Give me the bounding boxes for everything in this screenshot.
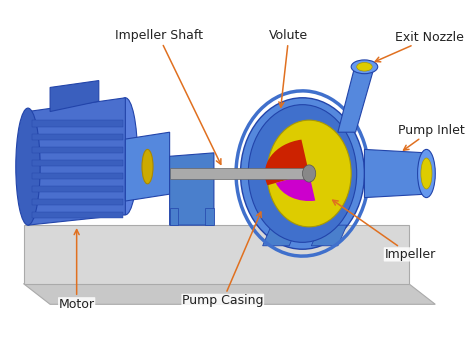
Polygon shape [32,186,123,192]
Text: Pump Casing: Pump Casing [182,212,264,307]
Polygon shape [32,212,123,218]
Polygon shape [32,147,123,153]
Polygon shape [24,225,409,283]
Text: Pump Inlet: Pump Inlet [398,124,465,150]
Polygon shape [205,208,214,225]
Polygon shape [170,208,179,225]
Text: Exit Nozzle: Exit Nozzle [375,31,465,62]
Ellipse shape [267,120,351,227]
Polygon shape [125,132,170,201]
Polygon shape [32,160,123,166]
Polygon shape [170,153,214,225]
Polygon shape [311,225,347,246]
Polygon shape [32,120,123,127]
Polygon shape [28,98,125,225]
Polygon shape [32,134,123,140]
Wedge shape [265,139,309,185]
Ellipse shape [421,158,432,189]
Ellipse shape [240,98,365,249]
Polygon shape [32,199,123,205]
Text: Volute: Volute [269,29,309,107]
Text: Motor: Motor [59,230,95,311]
Text: Impeller: Impeller [333,200,436,261]
Polygon shape [50,81,99,111]
Ellipse shape [16,108,40,225]
Ellipse shape [302,165,316,182]
Ellipse shape [418,150,435,197]
Ellipse shape [351,60,378,74]
Ellipse shape [142,150,153,184]
Ellipse shape [357,62,372,71]
Wedge shape [276,174,315,201]
Text: Impeller Shaft: Impeller Shaft [115,29,221,164]
Polygon shape [338,64,374,132]
Polygon shape [263,225,298,246]
Ellipse shape [248,105,357,242]
Ellipse shape [113,98,137,215]
Polygon shape [365,150,427,197]
Polygon shape [24,283,435,304]
Polygon shape [32,173,123,179]
Polygon shape [170,168,305,179]
